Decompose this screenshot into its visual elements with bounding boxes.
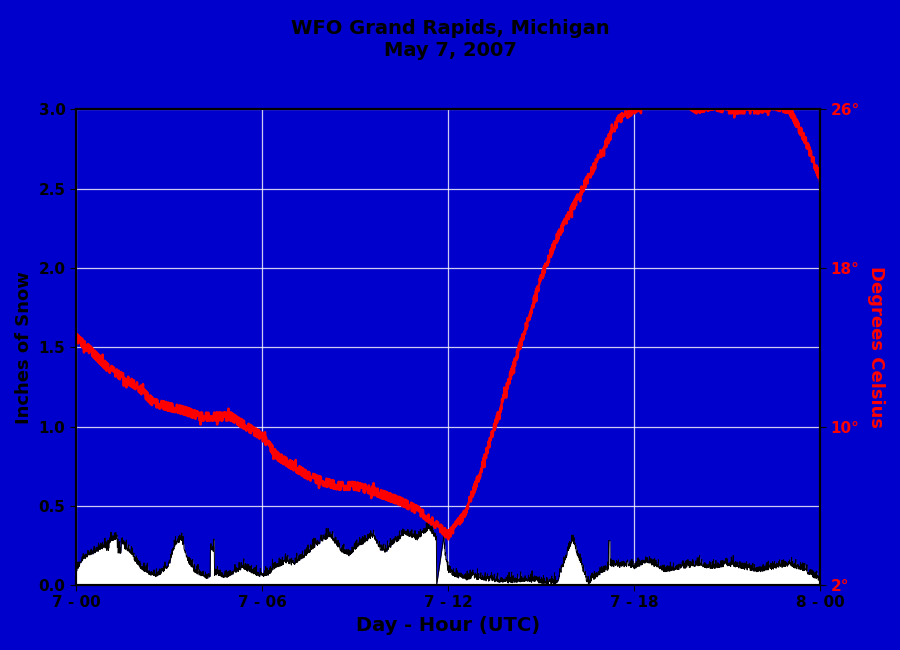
Y-axis label: Inches of Snow: Inches of Snow <box>15 271 33 424</box>
X-axis label: Day - Hour (UTC): Day - Hour (UTC) <box>356 616 540 635</box>
Y-axis label: Degrees Celsius: Degrees Celsius <box>867 266 885 428</box>
Text: WFO Grand Rapids, Michigan
May 7, 2007: WFO Grand Rapids, Michigan May 7, 2007 <box>291 20 609 60</box>
